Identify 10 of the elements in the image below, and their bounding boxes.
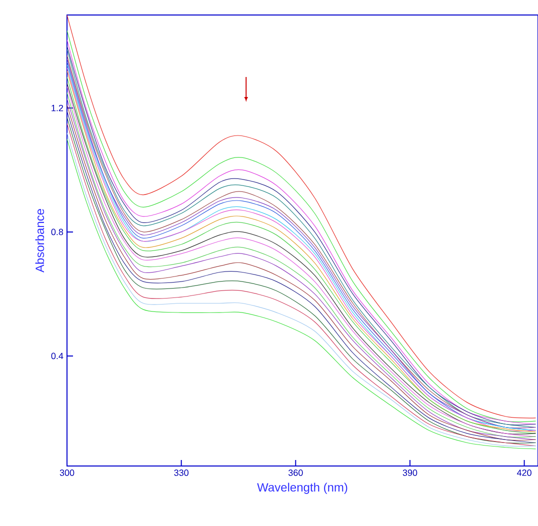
y-tick-label: 0.4: [51, 352, 64, 360]
x-tick-label: 420: [516, 470, 532, 476]
x-tick-label: 390: [402, 470, 418, 476]
x-tick-label: 330: [174, 470, 188, 476]
y-tick-label: 0.8: [51, 228, 64, 236]
x-tick-label: 360: [288, 470, 303, 476]
x-tick-label: 300: [60, 470, 74, 476]
y-axis-title: Absorbance: [35, 209, 44, 272]
y-tick-label: 1.2: [52, 104, 64, 112]
x-axis-title: Wavelength (nm): [257, 482, 348, 494]
